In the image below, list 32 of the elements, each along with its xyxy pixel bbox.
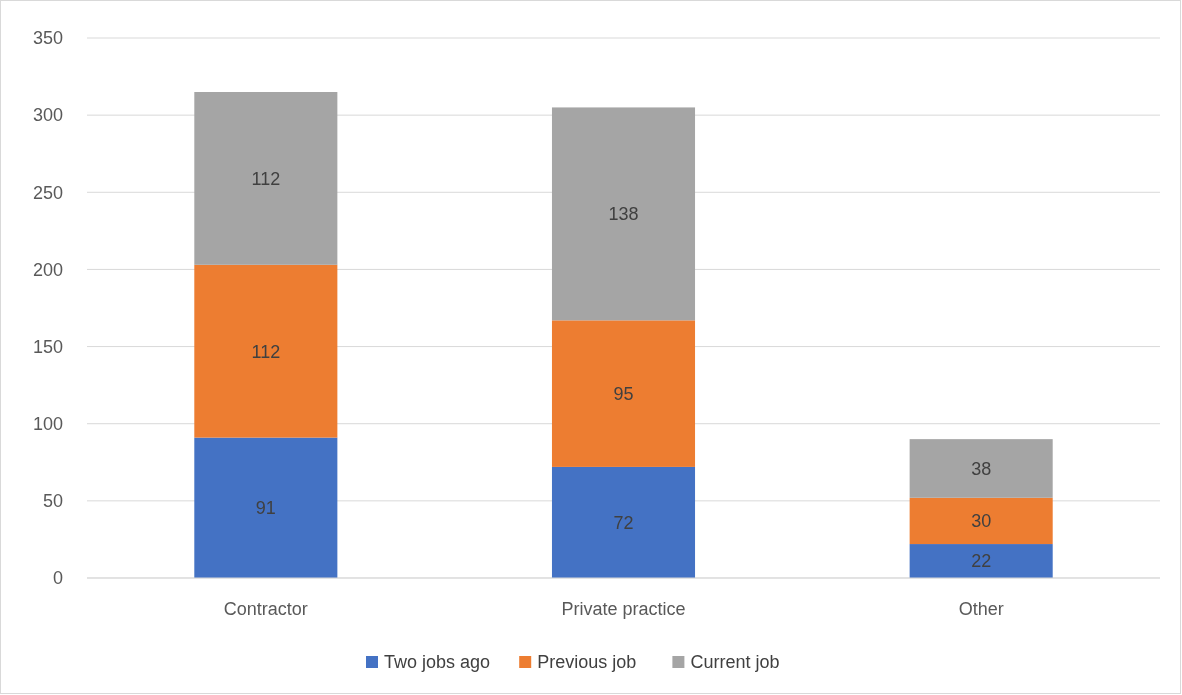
y-tick-label: 350: [32, 28, 63, 49]
data-label: 112: [251, 341, 281, 362]
bar: [194, 92, 338, 265]
y-tick-label: 200: [32, 259, 63, 280]
bar: [909, 497, 1053, 545]
data-label: 138: [608, 204, 639, 225]
y-tick-label: 150: [32, 336, 63, 357]
bar: [909, 544, 1053, 578]
y-tick-label: 50: [42, 491, 63, 512]
data-label: 30: [971, 511, 992, 532]
y-tick-label: 300: [32, 105, 63, 126]
bar: [551, 466, 696, 578]
data-label: 72: [613, 512, 634, 533]
bar: [194, 264, 338, 438]
legend-label: Two jobs ago: [384, 652, 491, 673]
legend-label: Current job: [690, 652, 780, 673]
x-tick-label: Other: [958, 599, 1004, 620]
legend-label: Previous job: [537, 652, 637, 673]
x-tick-label: Private practice: [561, 599, 686, 620]
x-tick-label: Contractor: [223, 599, 308, 620]
data-label: 112: [251, 168, 281, 189]
y-tick-label: 0: [52, 568, 63, 589]
data-label: 38: [971, 458, 992, 479]
y-tick-label: 250: [32, 182, 63, 203]
bar: [551, 107, 696, 321]
data-label: 22: [971, 551, 992, 572]
bar: [194, 437, 338, 578]
bar: [551, 320, 696, 467]
data-label: 91: [255, 498, 276, 519]
data-label: 95: [613, 383, 634, 404]
bar: [909, 439, 1053, 498]
y-tick-label: 100: [32, 414, 63, 435]
